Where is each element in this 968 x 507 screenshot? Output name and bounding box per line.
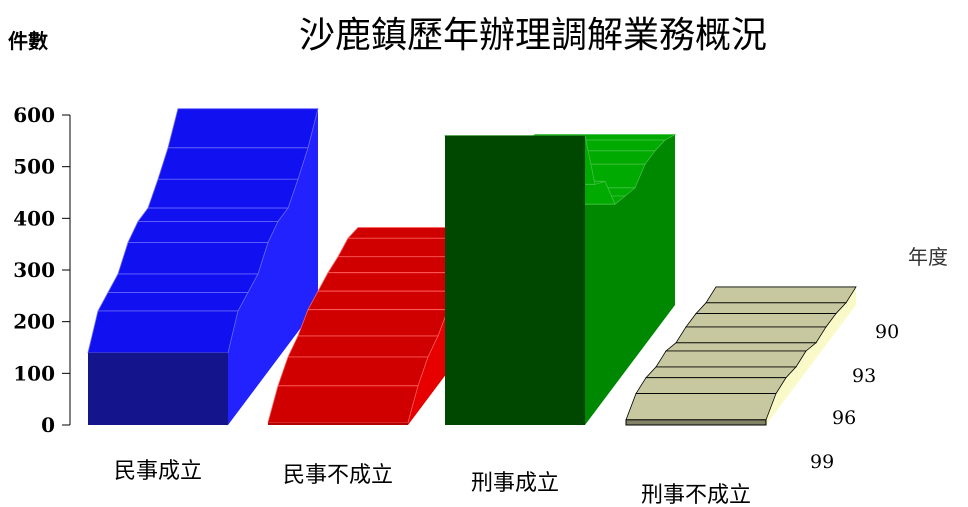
bar-top-strip (625, 393, 777, 421)
bar-side (585, 134, 675, 425)
bars (87, 108, 857, 426)
y-tick-label: 400 (13, 206, 55, 230)
depth-tick-label: 96 (832, 407, 856, 429)
category-label: 刑事不成立 (641, 483, 751, 507)
bar-top-strip (117, 242, 269, 275)
bar-top-strip (297, 309, 449, 337)
depth-axis-label: 年度 (908, 245, 948, 269)
bar-front (445, 135, 585, 425)
bar-front (268, 422, 408, 425)
bar-side (766, 286, 856, 425)
y-axis-label: 件數 (8, 29, 48, 53)
depth-tick-label: 93 (852, 365, 876, 387)
bar-top-strip (97, 292, 249, 312)
bar-top-strip (675, 326, 827, 344)
depth-tick-label: 90 (875, 321, 899, 343)
bar-top-strip (107, 273, 259, 293)
y-tick-label: 100 (13, 361, 55, 385)
bar-top-strip (655, 350, 807, 368)
y-axis: 0 100 200 300 400 500 600 (13, 103, 71, 437)
bar-top-strip (287, 335, 439, 358)
bar-top-strip (167, 108, 319, 149)
bar-top-strip (127, 221, 279, 243)
bar-group-2 (444, 134, 677, 425)
bar-top-strip (87, 310, 239, 354)
y-tick-label: 0 (41, 413, 55, 437)
chart-title: 沙鹿鎮歷年辦理調解業務概況 (299, 15, 767, 56)
depth-tick-labels: 90 93 96 99 (810, 321, 899, 473)
y-tick-label: 300 (13, 258, 55, 282)
bar-top-strip (157, 147, 309, 180)
depth-tick-label: 99 (810, 451, 834, 473)
category-label: 民事成立 (114, 459, 202, 484)
bar-top-strip (664, 342, 818, 352)
bar-top-strip (635, 377, 787, 394)
bar-top-strip (277, 356, 429, 387)
category-labels: 民事成立 民事不成立 刑事成立 刑事不成立 (114, 459, 751, 507)
bar-side (228, 108, 318, 426)
bar-top-strip (267, 385, 419, 423)
bar-top-strip (645, 366, 797, 379)
bar-group-3 (625, 286, 857, 426)
bar-top-strip (137, 207, 289, 222)
bar-top-strip (705, 286, 857, 304)
bar-top-strip (147, 178, 299, 209)
y-tick-label: 200 (13, 310, 55, 334)
y-tick-label: 500 (13, 155, 55, 179)
bar-top-strip (307, 290, 459, 311)
bar-front (625, 419, 767, 426)
category-label: 刑事成立 (471, 471, 559, 496)
bar-top-strip (685, 313, 837, 328)
category-label: 民事不成立 (283, 463, 393, 488)
bar-top-strip (695, 302, 847, 314)
bar-group-0 (87, 108, 319, 426)
bar-front (88, 352, 228, 425)
y-tick-label: 600 (13, 103, 55, 127)
